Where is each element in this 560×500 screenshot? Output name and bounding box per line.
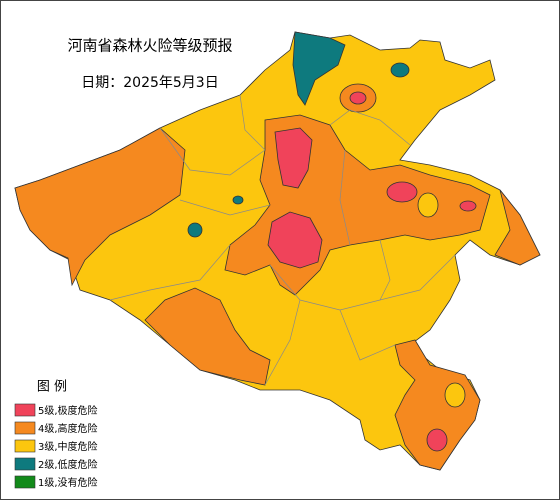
zone-yellow-island bbox=[417, 192, 439, 218]
zone-red-3 bbox=[386, 181, 418, 203]
zone-red-2 bbox=[267, 211, 323, 269]
county-borders bbox=[109, 94, 456, 386]
legend: 5级,极度危险 4级,高度危险 3级,中度危险 2级,低度危险 1级,没有危险 bbox=[14, 403, 98, 489]
map-title: 河南省森林火险等级预报 bbox=[67, 37, 232, 55]
legend-title: 图 例 bbox=[37, 380, 67, 395]
legend-swatch bbox=[14, 439, 36, 453]
legend-swatch bbox=[14, 475, 36, 489]
zone-teal-1 bbox=[292, 31, 346, 106]
zone-east bbox=[494, 189, 541, 266]
legend-label: 3级,中度危险 bbox=[38, 440, 98, 453]
legend-label: 2级,低度危险 bbox=[38, 458, 98, 471]
zone-teal-2 bbox=[390, 62, 410, 78]
zone-yellow-island bbox=[444, 382, 466, 408]
map-date: 日期：2025年5月3日 bbox=[81, 75, 218, 91]
zone-teal-3 bbox=[232, 195, 244, 205]
zone-red-5 bbox=[349, 91, 367, 105]
zone-red-4 bbox=[426, 428, 448, 452]
zone-teal-4 bbox=[187, 222, 203, 238]
legend-label: 1级,没有危险 bbox=[38, 476, 98, 489]
legend-swatch bbox=[14, 421, 36, 435]
zone-red-6 bbox=[459, 200, 477, 212]
legend-swatch bbox=[14, 403, 36, 417]
legend-label: 5级,极度危险 bbox=[38, 404, 98, 417]
zone-west bbox=[14, 127, 186, 287]
map-regions bbox=[14, 31, 541, 471]
zone-red-1 bbox=[274, 127, 313, 189]
zone-southeast bbox=[394, 339, 481, 471]
legend-label: 4级,高度危险 bbox=[38, 422, 98, 435]
zone-southwest bbox=[144, 287, 271, 386]
legend-swatch bbox=[14, 457, 36, 471]
